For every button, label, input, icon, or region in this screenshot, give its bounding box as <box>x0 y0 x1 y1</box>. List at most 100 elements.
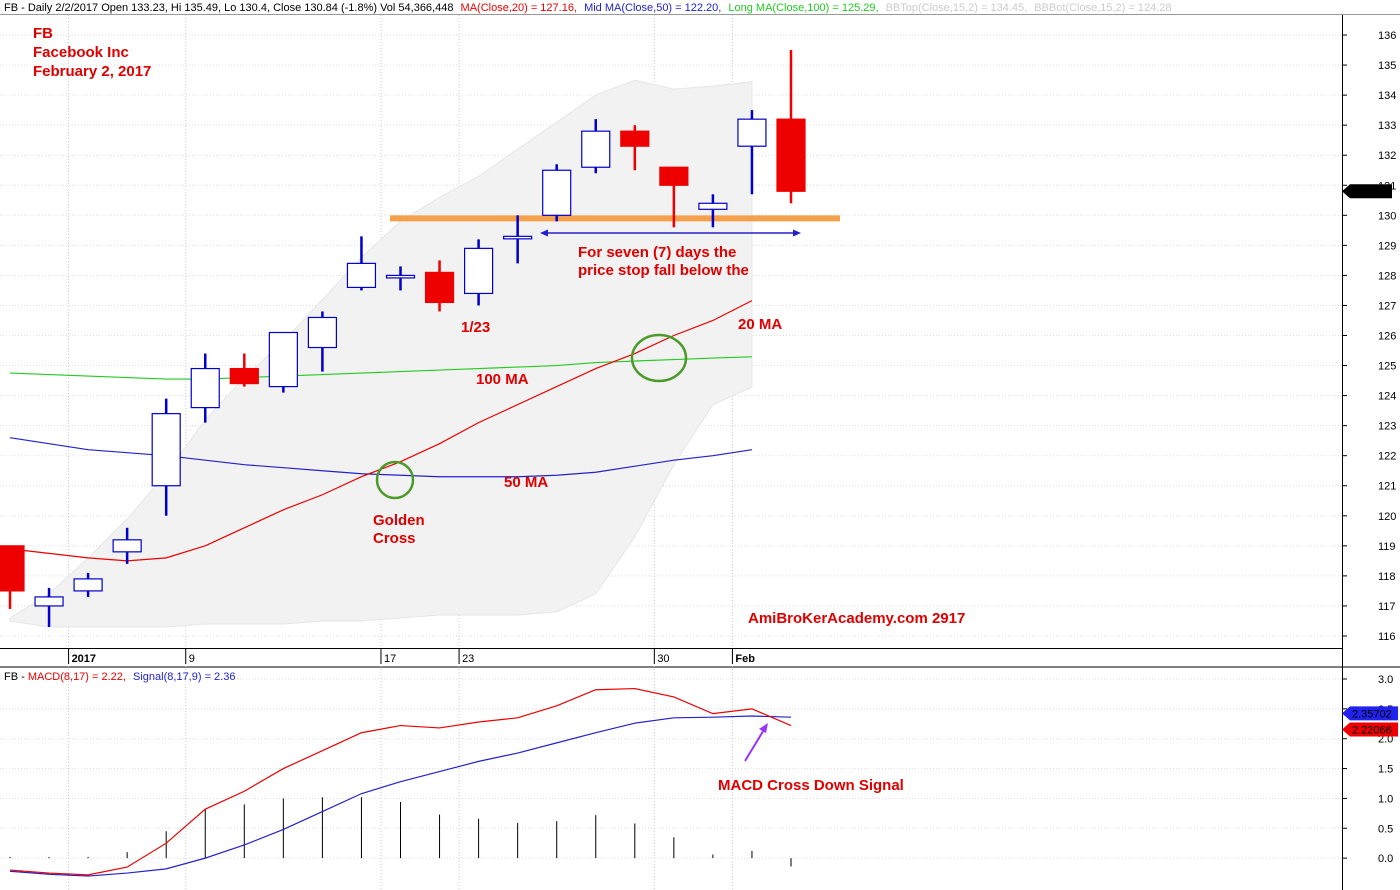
candle <box>112 527 142 564</box>
price-tick-label: 134 <box>1378 90 1396 102</box>
price-tick-label: 117 <box>1378 601 1396 613</box>
candle <box>385 266 416 291</box>
price-tick-label: 122 <box>1378 451 1396 463</box>
candle-body <box>385 274 416 279</box>
annotation-seven-days-line2: price stop fall below the <box>578 262 749 279</box>
candle-body <box>190 367 220 409</box>
macd-tick-label: 0.0 <box>1378 853 1393 865</box>
annotation-golden-line1: Golden <box>373 512 425 529</box>
candle-body <box>776 118 806 192</box>
header-bbbot: BBBot(Close,15,2) = 124.28 <box>1034 2 1171 14</box>
macd-panel <box>9 687 792 877</box>
value-labels: 130.84 2.35702 2.22066 <box>1342 184 1398 737</box>
macd-value: 2.22066 <box>1352 725 1392 737</box>
macd-tick-label: 3.0 <box>1378 674 1393 686</box>
price-tick-label: 124 <box>1378 391 1396 403</box>
candle <box>581 119 611 174</box>
header-price-info: FB - Daily 2/2/2017 Open 133.23, Hi 135.… <box>4 2 453 14</box>
title-company: Facebook Inc <box>33 44 129 61</box>
ma100-line <box>9 356 752 380</box>
signal-line <box>9 715 792 877</box>
annotation-20ma: 20 MA <box>738 316 782 333</box>
candle <box>0 545 25 609</box>
candle-body <box>229 367 259 385</box>
time-tick-label: 2017 <box>72 653 96 665</box>
candle-body <box>73 578 103 592</box>
title-ticker: FB <box>33 25 53 42</box>
last-close-value: 130.84 <box>1353 186 1387 198</box>
macd-tick-label: 0.5 <box>1378 823 1393 835</box>
price-tick-label: 125 <box>1378 361 1396 373</box>
macd-tick-label: 2.0 <box>1378 734 1393 746</box>
price-tick-label: 127 <box>1378 300 1396 312</box>
time-tick-label: 9 <box>189 653 195 665</box>
header-ma100: Long MA(Close,100) = 125.29, <box>728 2 878 14</box>
candle-body <box>307 316 337 349</box>
candle-body <box>346 262 377 289</box>
candle-body <box>737 118 767 147</box>
candle <box>464 239 494 306</box>
candle <box>307 311 337 372</box>
macd-tick-label: 1.5 <box>1378 764 1393 776</box>
macd-value-tag <box>1342 722 1398 737</box>
header-bbtop: BBTop(Close,15,2) = 134.45, <box>886 2 1028 14</box>
golden-cross-circle <box>375 460 415 500</box>
time-tick-label: 30 <box>657 653 669 665</box>
candle <box>190 353 220 423</box>
candle-body <box>659 166 689 186</box>
candle <box>346 236 377 291</box>
price-tick-label: 133 <box>1378 120 1396 132</box>
candle-body <box>34 596 64 607</box>
price-tick-label: 118 <box>1378 571 1396 583</box>
candle <box>542 164 572 222</box>
signal-value-tag <box>1342 706 1398 721</box>
macd-header-macd: MACD(8,17) = 2.22, <box>28 671 126 683</box>
candle <box>737 110 767 195</box>
candle-body <box>0 545 25 592</box>
ma50-line <box>9 437 753 478</box>
macd-header: FB - MACD(8,17) = 2.22, Signal(8,17,9) =… <box>4 671 235 683</box>
price-tick-label: 132 <box>1378 150 1396 162</box>
watermark: AmiBroKerAcademy.com 2917 <box>748 610 965 627</box>
candle <box>229 353 259 387</box>
candle-body <box>112 539 142 553</box>
title-date: February 2, 2017 <box>33 63 151 80</box>
header-ma20: MA(Close,20) = 127.16, <box>461 2 577 14</box>
price-tick-label: 135 <box>1378 60 1396 72</box>
candle <box>73 572 103 597</box>
ma-cross-circle <box>630 333 688 383</box>
annotation-seven-days-line1: For seven (7) days the <box>578 244 736 261</box>
candle <box>698 194 728 228</box>
macd-header-signal: Signal(8,17,9) = 2.36 <box>133 671 235 683</box>
macd-tick-label: 1.0 <box>1378 793 1393 805</box>
candle <box>659 166 689 228</box>
price-tick-label: 126 <box>1378 331 1396 343</box>
header-ma50: Mid MA(Close,50) = 122.20, <box>584 2 721 14</box>
price-tick-label: 116 <box>1378 631 1396 643</box>
macd-cross-arrow <box>744 723 768 762</box>
time-tick-label: 23 <box>462 653 474 665</box>
annotation-100ma: 100 MA <box>476 371 529 388</box>
macd-header-prefix: FB - <box>4 671 28 683</box>
price-tick-label: 119 <box>1378 541 1396 553</box>
candle-body <box>503 235 533 240</box>
candle-body <box>151 413 181 487</box>
axis-ticks: 1161171181191201211221231241251261271281… <box>0 30 1396 865</box>
candle-body <box>424 271 455 304</box>
annotation-date: 1/23 <box>461 319 490 336</box>
candlesticks <box>0 50 806 627</box>
price-tick-label: 128 <box>1378 270 1396 282</box>
price-tick-label: 123 <box>1378 421 1396 433</box>
candle <box>151 398 181 516</box>
macd-line <box>9 687 792 876</box>
candle-body <box>542 169 572 216</box>
last-close-tag <box>1342 184 1392 199</box>
candle-body <box>268 331 298 388</box>
candle <box>268 331 298 393</box>
candle <box>620 125 650 171</box>
header-info: FB - Daily 2/2/2017 Open 133.23, Hi 135.… <box>4 2 1172 14</box>
time-tick-label: Feb <box>735 653 755 665</box>
time-tick-label: 17 <box>384 653 396 665</box>
candle <box>776 50 806 204</box>
